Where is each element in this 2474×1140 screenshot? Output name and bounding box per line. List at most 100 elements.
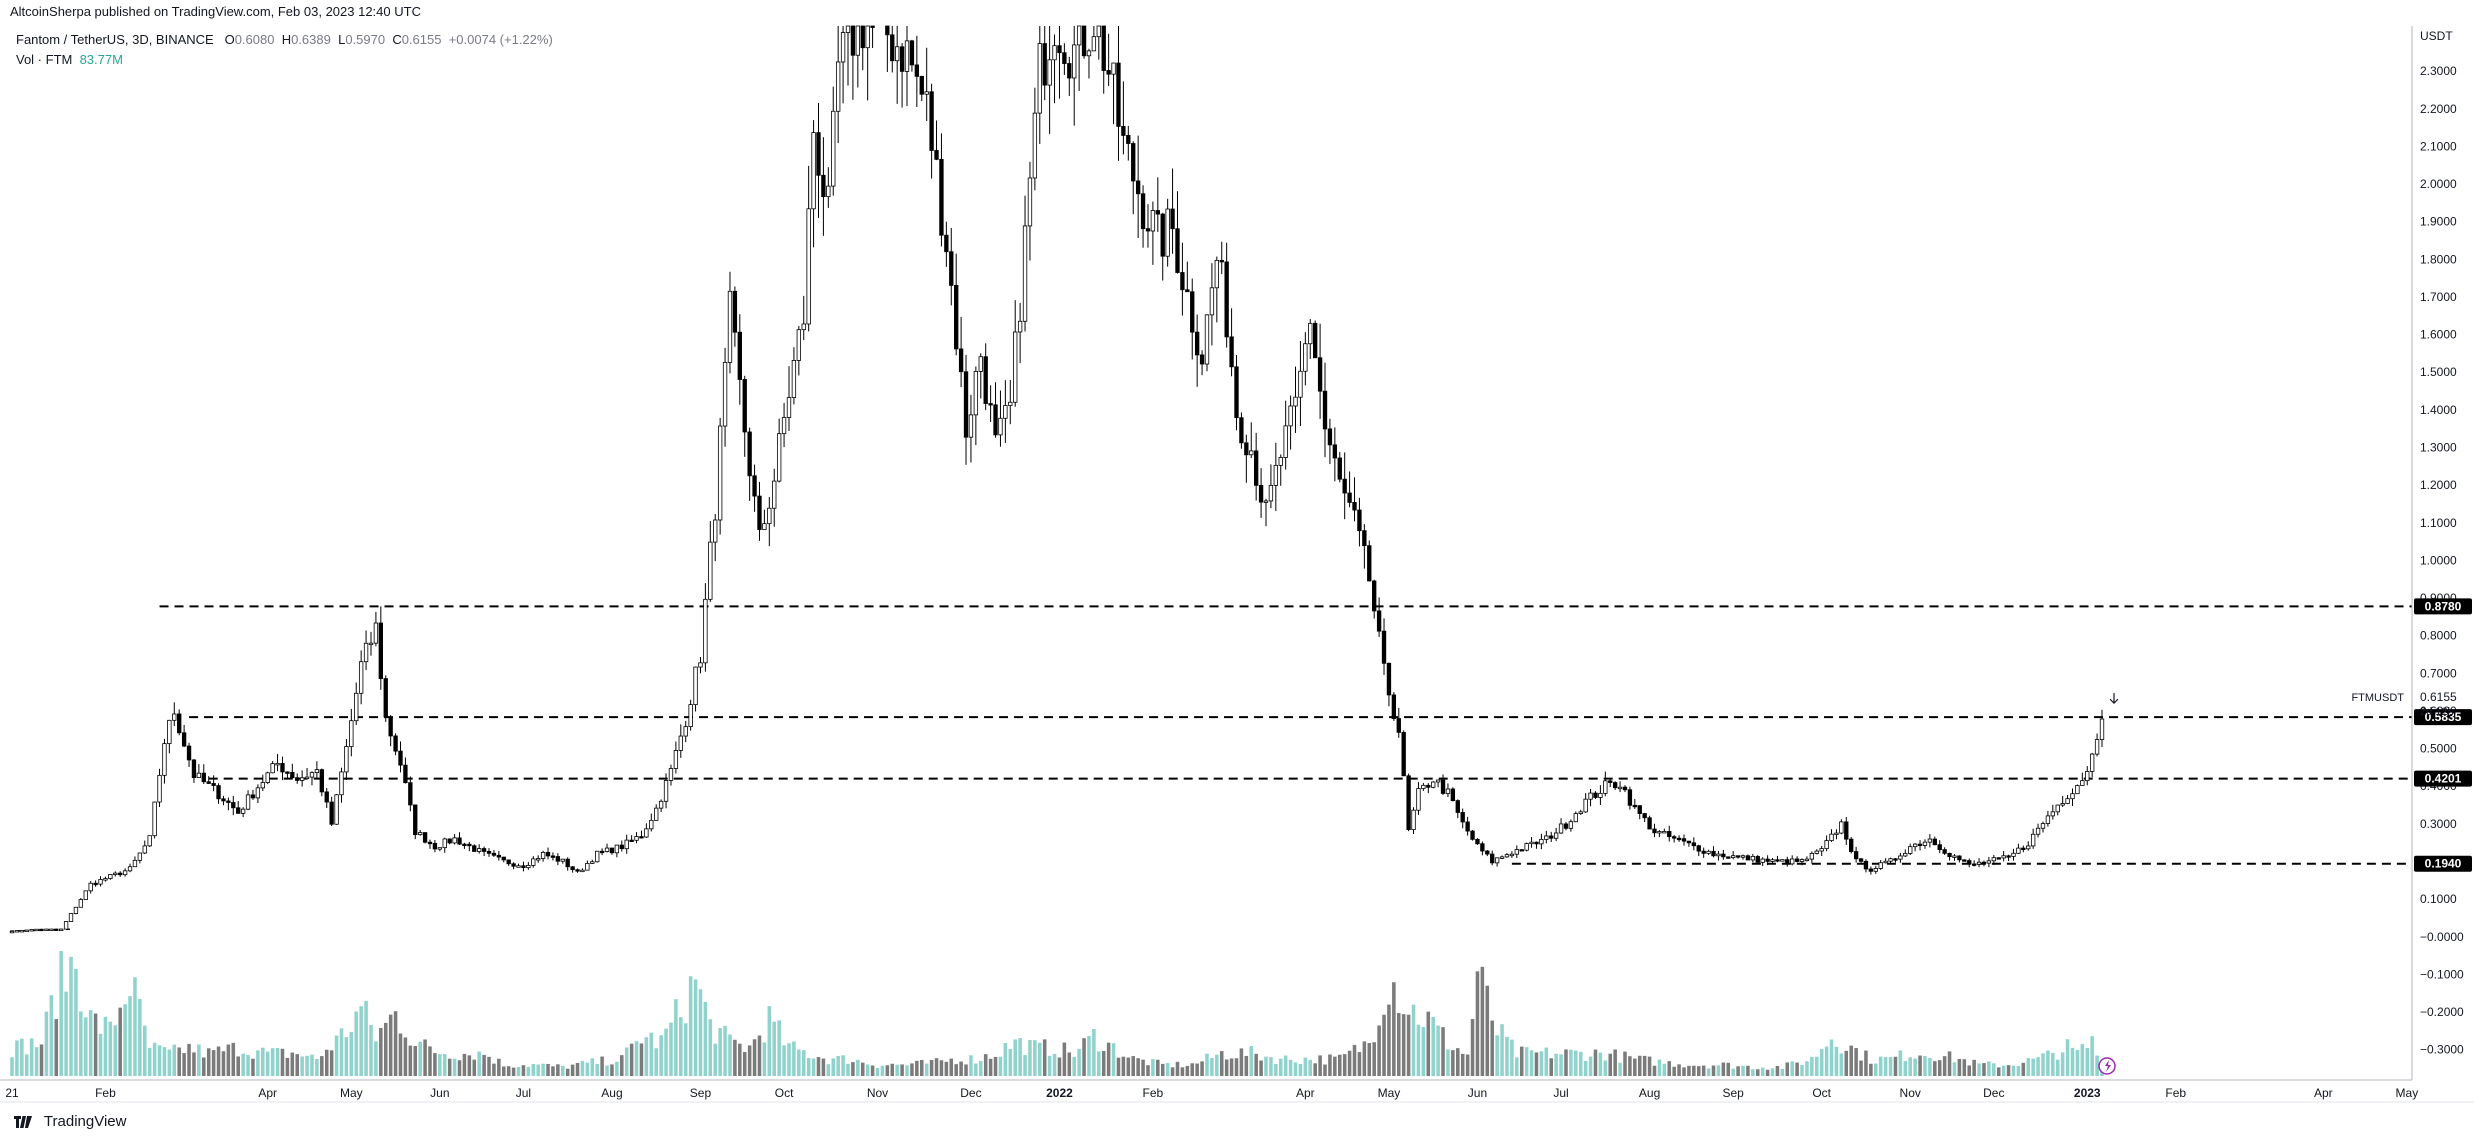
candle-body — [1062, 52, 1067, 64]
candle-body — [427, 841, 433, 845]
candle-body — [1824, 840, 1829, 850]
candle-body — [742, 379, 747, 433]
volume-bar — [1810, 1056, 1814, 1076]
candle-body — [1494, 857, 1500, 864]
candle-body — [909, 40, 915, 66]
time-tick-label: 2023 — [2074, 1086, 2101, 1100]
volume-bar — [152, 1042, 157, 1076]
candle-body — [1967, 860, 1972, 865]
candle-body — [2040, 823, 2046, 829]
candle-body — [1150, 210, 1156, 232]
candle-body — [2035, 827, 2041, 835]
candle-body — [1342, 478, 1347, 494]
candle-body — [1022, 225, 1028, 322]
candle-body — [762, 523, 767, 530]
candle-body — [1917, 843, 1923, 847]
candle-body — [1421, 784, 1426, 789]
candle-body — [1313, 322, 1318, 359]
volume-bar — [167, 1049, 172, 1076]
candle-body — [895, 46, 900, 62]
volume-bar — [1392, 982, 1396, 1076]
volume-bar — [1131, 1056, 1135, 1076]
legend-volume-label[interactable]: Vol · FTM — [16, 52, 73, 67]
volume-bar — [1647, 1056, 1652, 1076]
level-price-tag-text: 0.5835 — [2425, 710, 2462, 724]
candle-body — [752, 475, 757, 497]
candle-body — [1908, 846, 1913, 854]
price-tick-label: −0.3000 — [2420, 1043, 2464, 1057]
volume-bar — [315, 1058, 319, 1076]
candle-body — [1185, 289, 1190, 293]
candle-body — [1883, 860, 1888, 864]
volume-bar — [2085, 1047, 2090, 1076]
volume-bar — [1116, 1057, 1121, 1076]
volume-bar — [905, 1065, 909, 1076]
candle-body — [1509, 853, 1515, 857]
volume-bar — [767, 1006, 772, 1076]
candle-body — [1962, 859, 1967, 862]
candle-body — [1922, 841, 1928, 846]
volume-bar — [924, 1063, 929, 1076]
candle-body — [1047, 59, 1052, 86]
candle-body — [693, 666, 698, 706]
volume-bar — [1038, 1042, 1042, 1076]
volume-bar — [1987, 1061, 1991, 1076]
candle-body — [1347, 492, 1352, 503]
candle-body — [349, 720, 354, 747]
candle-body — [845, 25, 851, 33]
candle-body — [1627, 789, 1633, 806]
candle-body — [983, 356, 988, 404]
volume-bar — [1869, 1063, 1873, 1076]
volume-bar — [526, 1067, 531, 1076]
volume-bar — [98, 1033, 103, 1076]
current-price-symbol: FTMUSDT — [2351, 692, 2404, 704]
candle-body — [1067, 63, 1072, 79]
candle-body — [1190, 291, 1195, 333]
candle-body — [1952, 855, 1957, 858]
volume-bar — [1190, 1063, 1195, 1076]
candle-body — [904, 40, 910, 72]
legend-symbol[interactable]: Fantom / TetherUS, 3D, BINANCE — [16, 32, 214, 47]
volume-bar — [1657, 1059, 1662, 1076]
candle-body — [1475, 838, 1480, 845]
volume-bar — [880, 1065, 885, 1076]
volume-bar — [551, 1066, 555, 1076]
volume-bar — [629, 1043, 634, 1076]
volume-bar — [1500, 1024, 1504, 1076]
volume-bar — [1175, 1061, 1180, 1076]
volume-bar — [536, 1064, 540, 1076]
volume-bar — [1441, 1027, 1445, 1076]
candle-body — [1593, 792, 1598, 798]
candle-body — [314, 769, 320, 774]
candle-body — [614, 844, 620, 854]
candle-body — [137, 852, 143, 861]
price-tick-label: 0.7000 — [2420, 666, 2457, 680]
volume-bars — [10, 951, 2104, 1076]
candle-body — [491, 852, 497, 856]
candle-body — [1829, 833, 1834, 841]
volume-bar — [197, 1044, 201, 1076]
level-price-tag-bg — [2414, 770, 2472, 787]
volume-bar — [1077, 1048, 1081, 1076]
volume-bar — [438, 1054, 442, 1076]
candle-body — [403, 764, 408, 784]
candle-body — [688, 704, 693, 728]
candle-body — [54, 928, 59, 931]
candle-body — [1844, 821, 1849, 840]
candle-body — [501, 856, 506, 861]
candle-body — [1116, 62, 1121, 127]
volume-bar — [118, 1007, 122, 1076]
candle-body — [417, 832, 423, 836]
candle-body — [1470, 830, 1475, 840]
candle-body — [1406, 775, 1411, 831]
candle-body — [1588, 792, 1593, 800]
time-tick-label: May — [340, 1086, 363, 1100]
volume-bar — [206, 1048, 211, 1076]
candle-body — [786, 397, 792, 418]
volume-bar — [1456, 1048, 1460, 1076]
candle-body — [1450, 788, 1456, 801]
volume-bar — [256, 1050, 260, 1076]
volume-bar — [1259, 1060, 1263, 1076]
volume-bar — [369, 1025, 373, 1076]
